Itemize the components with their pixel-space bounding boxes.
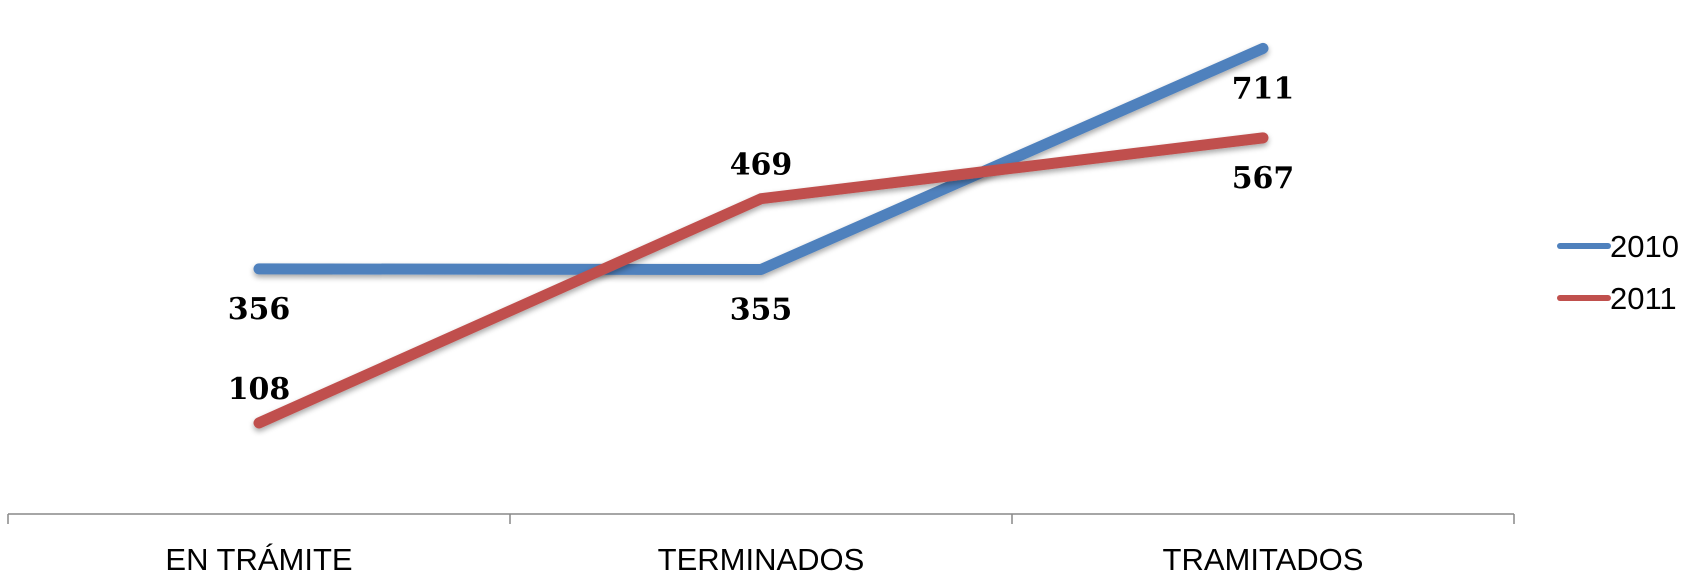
data-label-2010-2: 711: [1232, 71, 1295, 106]
data-label-2011-2: 567: [1232, 161, 1295, 196]
data-label-2011-1: 469: [730, 148, 793, 183]
x-axis: EN TRÁMITE TERMINADOS TRAMITADOS: [7, 513, 1515, 577]
data-label-2010-0: 356: [228, 292, 291, 327]
x-tick-label: TERMINADOS: [658, 542, 865, 577]
x-tick-label: TRAMITADOS: [1163, 542, 1364, 577]
data-labels: 356 108 355 469 711 567: [228, 71, 1295, 406]
legend: 2010 2011: [1557, 229, 1679, 316]
series-line-2011: [253, 132, 1269, 429]
legend-label-2011: 2011: [1610, 281, 1677, 316]
data-label-2011-0: 108: [228, 372, 291, 407]
series-lines: [253, 42, 1269, 429]
series-line-2010: [253, 42, 1269, 276]
data-label-2010-1: 355: [730, 293, 793, 328]
x-tick-label: EN TRÁMITE: [165, 542, 352, 577]
legend-label-2010: 2010: [1610, 229, 1679, 264]
